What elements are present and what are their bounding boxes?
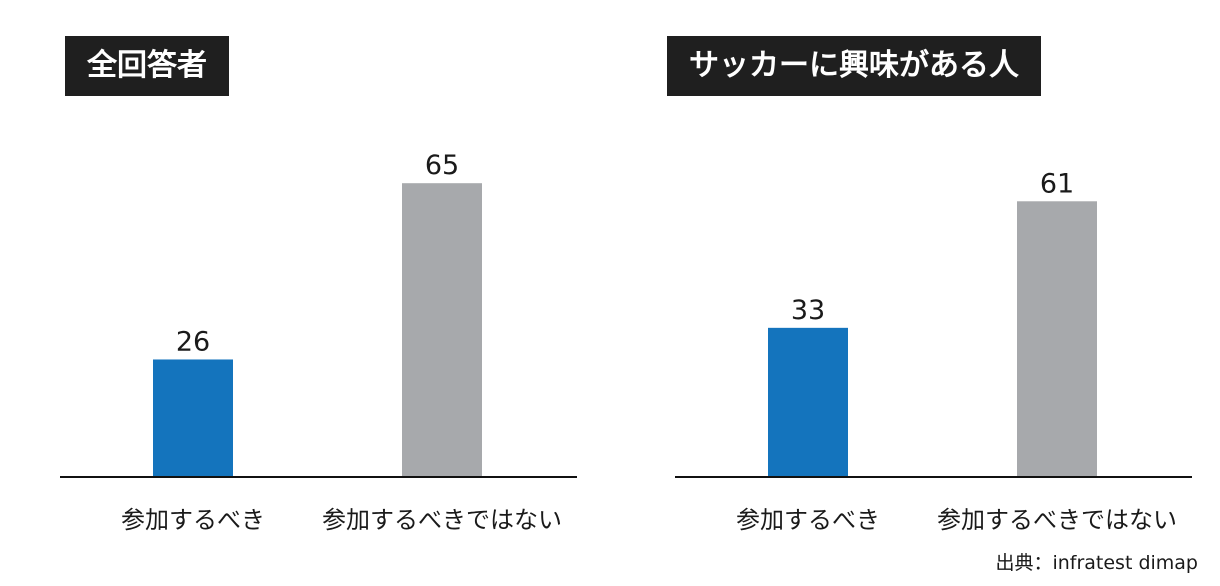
category-label: 参加するべき bbox=[736, 506, 880, 534]
bar-should-participate bbox=[768, 327, 848, 477]
data-label: 26 bbox=[176, 326, 210, 357]
chart-panel-soccer-fans: サッカーに興味がある人 33 参加するべき 61 参加するべきではない bbox=[655, 0, 1215, 586]
bar-should-participate bbox=[153, 359, 233, 477]
chart-panel-all-respondents: 全回答者 26 参加するべき 65 参加するべきではない bbox=[40, 0, 600, 586]
category-label: 参加するべきではない bbox=[937, 506, 1177, 534]
category-label: 参加するべき bbox=[121, 506, 265, 534]
source-note: 出典：infratest dimap bbox=[995, 552, 1198, 574]
bar-should-not-participate bbox=[402, 183, 482, 477]
bar-chart-soccer-fans: 33 参加するべき 61 参加するべきではない bbox=[675, 168, 1192, 534]
chart-title: サッカーに興味がある人 bbox=[667, 36, 1041, 96]
data-label: 61 bbox=[1040, 168, 1074, 199]
bar-chart-all-respondents: 26 参加するべき 65 参加するべきではない bbox=[60, 150, 577, 534]
chart-title: 全回答者 bbox=[65, 36, 229, 96]
bar-should-not-participate bbox=[1017, 201, 1097, 477]
data-label: 65 bbox=[425, 150, 459, 181]
category-label: 参加するべきではない bbox=[322, 506, 562, 534]
data-label: 33 bbox=[791, 295, 825, 326]
